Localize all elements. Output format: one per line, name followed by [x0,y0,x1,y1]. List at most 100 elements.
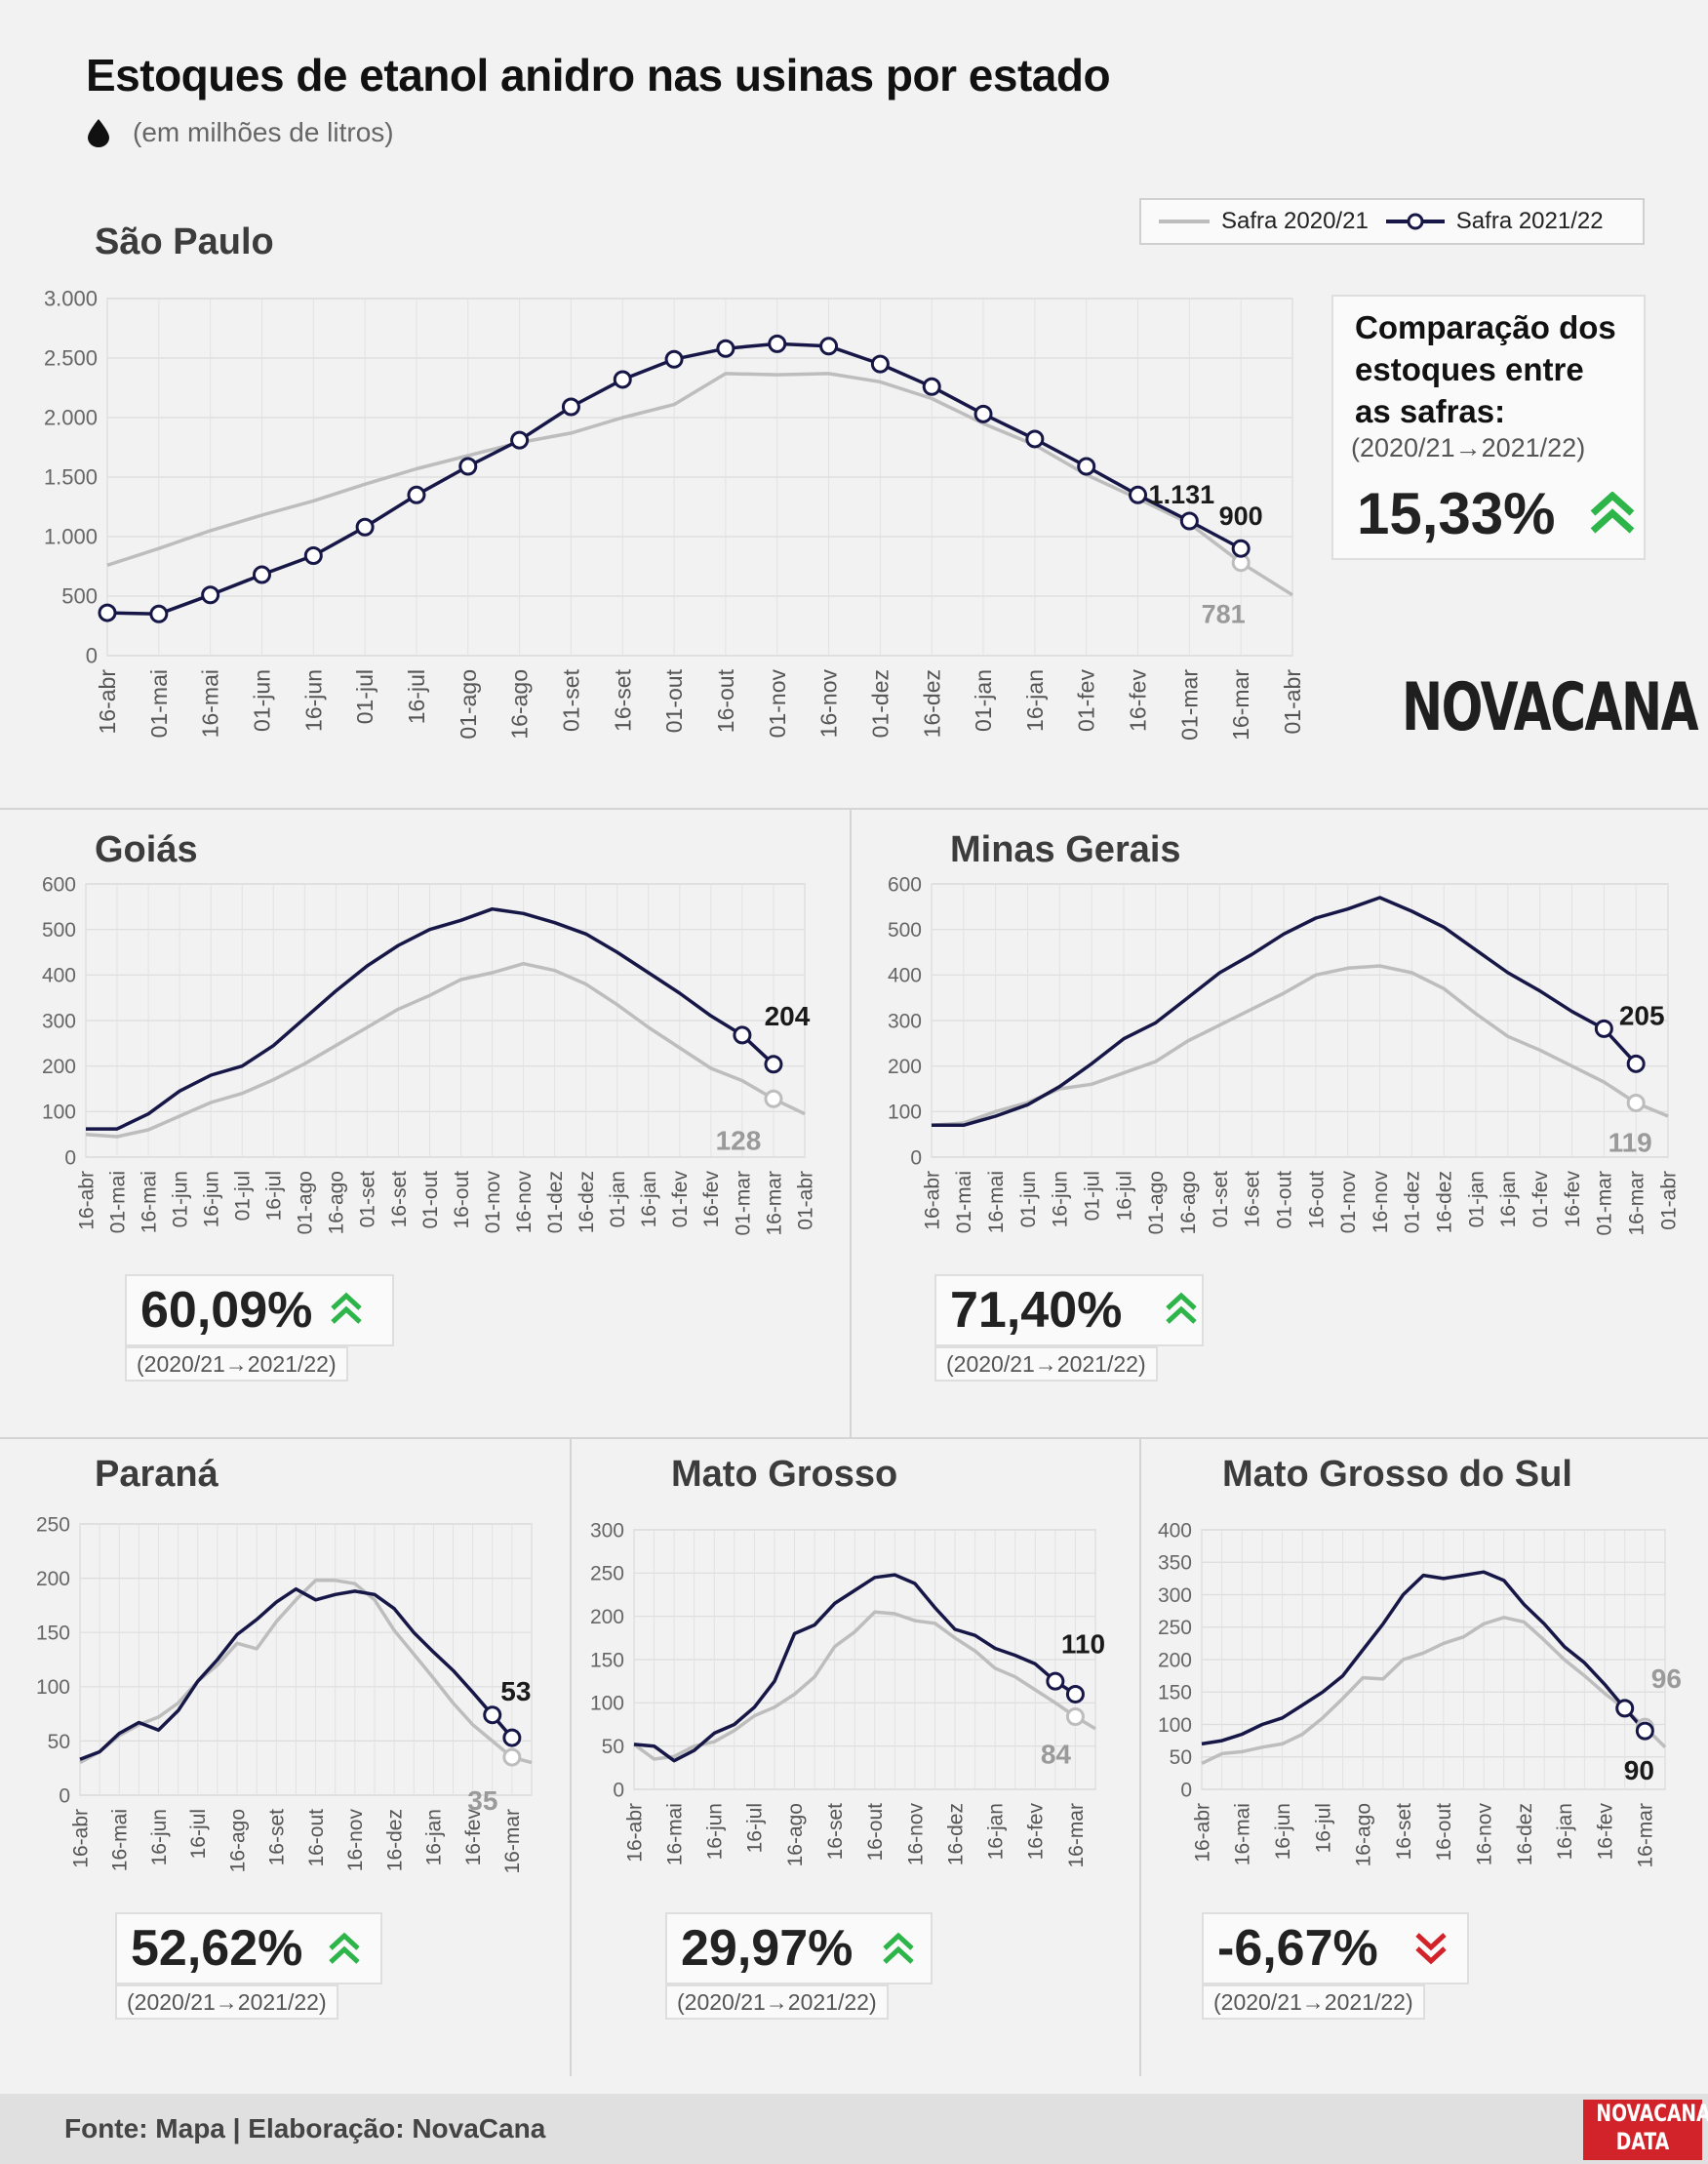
x-tick-label: 16-nov [904,1803,927,1866]
y-tick-label: 0 [910,1146,922,1169]
legend-swatch-2020 [1159,220,1210,223]
x-tick-label: 16-dez [919,669,944,738]
x-tick-label: 16-abr [69,1809,92,1868]
series-line-2020 [79,1579,533,1765]
y-tick-label: 0 [64,1146,76,1169]
x-tick-label: 01-set [1210,1171,1232,1228]
x-tick-label: 01-fev [1074,669,1099,732]
go-period: (2020/21→2021/22) [125,1346,348,1382]
x-tick-label: 01-mai [106,1171,129,1233]
x-tick-label: 16-jul [744,1803,767,1853]
x-tick-label: 01-jun [1017,1171,1040,1227]
x-tick-label: 01-jul [232,1171,255,1221]
comparison-heading-line: as safras: [1355,393,1506,429]
x-tick-label: 01-jan [607,1171,629,1227]
y-tick-label: 0 [1180,1779,1192,1801]
ms-chart: 0 50 100 150 200 250 300 350 400 16-abr 16-mai 16-j… [1158,1519,1682,1867]
x-tick-label: 16-jul [404,669,429,724]
x-tick-label: 16-set [610,668,635,732]
x-tick-label: 16-mar [1065,1803,1088,1868]
x-tick-label: 16-nov [816,669,842,739]
data-point-2021 [764,1055,783,1074]
chart-legend: Safra 2020/21 Safra 2021/22 [1139,198,1645,245]
y-tick-label: 100 [42,1102,76,1124]
x-tick-label: 16-jan [423,1809,446,1865]
y-tick-label: 3.000 [44,287,98,311]
y-tick-label: 100 [36,1676,70,1699]
x-tick-label: 16-jan [985,1803,1008,1860]
mt-percent-change: 29,97% [681,1920,854,1977]
data-point-2021 [149,604,169,623]
data-label: 900 [1219,501,1263,531]
divider-pr-mt [570,1438,572,2076]
x-tick-label: 01-out [661,668,687,733]
x-tick-label: 16-mai [985,1171,1008,1233]
x-tick-label: 16-mai [198,669,223,738]
data-label: 110 [1061,1628,1105,1659]
y-tick-label: 2.500 [44,346,98,371]
data-point-2021 [716,339,735,358]
y-tick-label: 50 [602,1736,624,1758]
x-tick-label: 01-set [558,668,583,732]
x-tick-label: 16-set [1393,1803,1415,1861]
panel-title-sp: São Paulo [95,221,274,262]
data-point-2021 [1179,511,1199,531]
x-tick-label: 16-jul [1312,1803,1334,1853]
source-note: Fonte: Mapa | Elaboração: NovaCana [64,2113,546,2144]
x-tick-label: 16-out [713,668,738,733]
series-line-2021 [1201,1570,1647,1746]
data-label: 96 [1651,1663,1682,1694]
data-point-2021 [561,397,580,417]
legend-swatch-2021 [1385,213,1445,230]
x-tick-label: 16-abr [921,1171,943,1230]
x-tick-label: 16-dez [944,1803,967,1865]
y-tick-label: 50 [1170,1746,1192,1769]
divider-top [0,808,1708,810]
data-point-2021 [768,334,787,353]
arrow-up-icon [1166,1292,1197,1324]
x-tick-label: 01-ago [456,669,481,740]
y-tick-label: 0 [613,1779,624,1801]
x-tick-label: 16-mai [109,1809,132,1871]
x-tick-label: 16-abr [95,669,120,735]
data-point-2021 [1129,485,1148,504]
x-tick-label: 16-abr [623,1803,646,1863]
series-line-2020 [85,961,806,1139]
x-tick-label: 16-jun [148,1809,171,1865]
x-tick-label: 16-jan [1554,1803,1576,1860]
series-line-2021 [86,906,775,1131]
y-tick-label: 400 [1158,1519,1192,1542]
y-tick-label: 500 [888,919,922,942]
y-tick-label: 1.000 [44,525,98,549]
pr-percent-box: 52,62% [115,1912,382,1984]
x-tick-label: 01-nov [1337,1171,1360,1234]
data-point-2021 [1615,1699,1635,1718]
legend-label-2021: Safra 2021/22 [1455,208,1604,234]
x-tick-label: 16-fev [1126,669,1151,732]
y-tick-label: 300 [1158,1584,1192,1607]
x-tick-label: 16-out [864,1803,887,1862]
mg-percent-box: 71,40% [934,1274,1204,1346]
novacana-logo: NOVACANA [1402,669,1699,746]
data-point-2021 [1635,1721,1654,1741]
mg-chart: 0 100 200 300 400 500 600 16-abr 01-mai 16-mai 01-… [888,873,1680,1235]
mt-percent-box: 29,97% [665,1912,933,1984]
x-tick-label: 16-nov [1473,1803,1495,1866]
y-tick-label: 200 [36,1568,70,1590]
x-tick-label: 16-ago [784,1803,807,1866]
y-tick-label: 2.000 [44,406,98,430]
series-line-2020 [632,1610,1096,1761]
series-line-2020 [931,964,1669,1128]
x-tick-label: 01-jun [169,1171,191,1227]
data-label: 35 [467,1785,497,1816]
x-tick-label: 16-jun [1272,1803,1294,1860]
y-tick-label: 150 [1158,1682,1192,1704]
x-tick-label: 16-ago [507,669,533,740]
divider-go-mg [850,809,852,1437]
x-tick-label: 16-set [824,1803,847,1861]
series-line-2021 [932,896,1638,1128]
go-percent-change: 60,09% [140,1282,313,1339]
x-tick-label: 16-mai [663,1803,686,1865]
comparison-period: (2020/21→2021/22) [1351,433,1586,462]
x-tick-label: 16-dez [576,1171,598,1233]
